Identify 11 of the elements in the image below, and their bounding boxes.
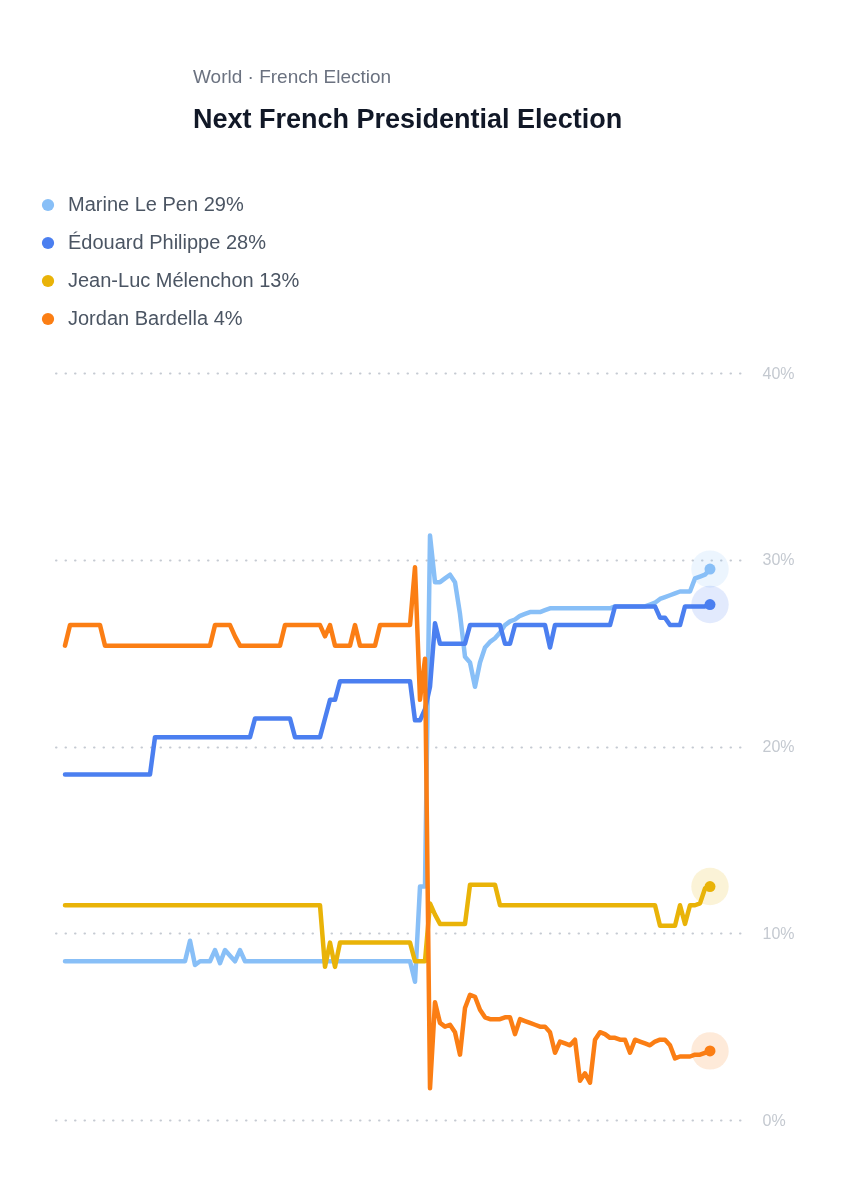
legend-label: Édouard Philippe 28% bbox=[68, 231, 267, 253]
chart-subtitle: World · French Election bbox=[193, 66, 392, 87]
y-tick-label: 10% bbox=[762, 924, 795, 942]
y-tick-label: 40% bbox=[762, 364, 795, 382]
chart-title: Next French Presidential Election bbox=[193, 104, 623, 134]
y-tick-label: 30% bbox=[762, 551, 795, 569]
legend-label: Jean-Luc Mélenchon 13% bbox=[68, 269, 300, 291]
y-tick-label: 20% bbox=[762, 738, 795, 755]
legend-label: Jordan Bardella 4% bbox=[68, 307, 243, 329]
legend-label: Marine Le Pen 29% bbox=[68, 193, 244, 215]
y-tick-label: 0% bbox=[762, 1111, 786, 1129]
